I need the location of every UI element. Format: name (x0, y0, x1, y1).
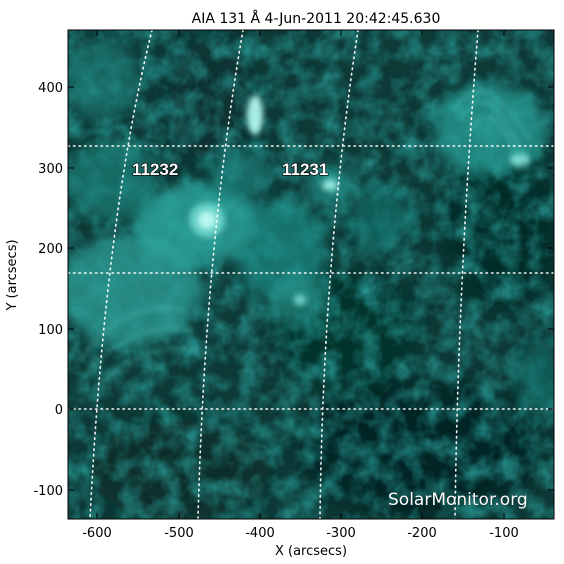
watermark: SolarMonitor.org (388, 490, 528, 510)
x-tick-label: -600 (82, 526, 112, 541)
plot-title: AIA 131 Å 4-Jun-2011 20:42:45.630 (192, 10, 441, 27)
y-tick-label: 400 (38, 81, 63, 96)
x-axis (96, 30, 505, 519)
x-tick-label: -100 (489, 526, 519, 541)
active-region-label: 11231 (282, 160, 328, 179)
heliographic-grid (68, 30, 554, 519)
x-tick-label: -500 (164, 526, 194, 541)
y-tick-label: 0 (55, 403, 63, 418)
euv-image (68, 30, 554, 519)
y-tick-label: 200 (38, 242, 63, 257)
x-tick-label: -200 (407, 526, 437, 541)
y-tick-label: -100 (33, 484, 63, 499)
y-tick-label: 300 (38, 162, 63, 177)
y-tick-label: 100 (38, 323, 63, 338)
x-tick-label: -400 (245, 526, 275, 541)
y-axis (68, 86, 554, 491)
x-tick-label: -300 (326, 526, 356, 541)
y-axis-label: Y (arcsecs) (5, 239, 20, 311)
x-axis-label: X (arcsecs) (275, 544, 347, 559)
plot-frame (67, 29, 555, 520)
active-region-label: 11232 (132, 160, 178, 179)
